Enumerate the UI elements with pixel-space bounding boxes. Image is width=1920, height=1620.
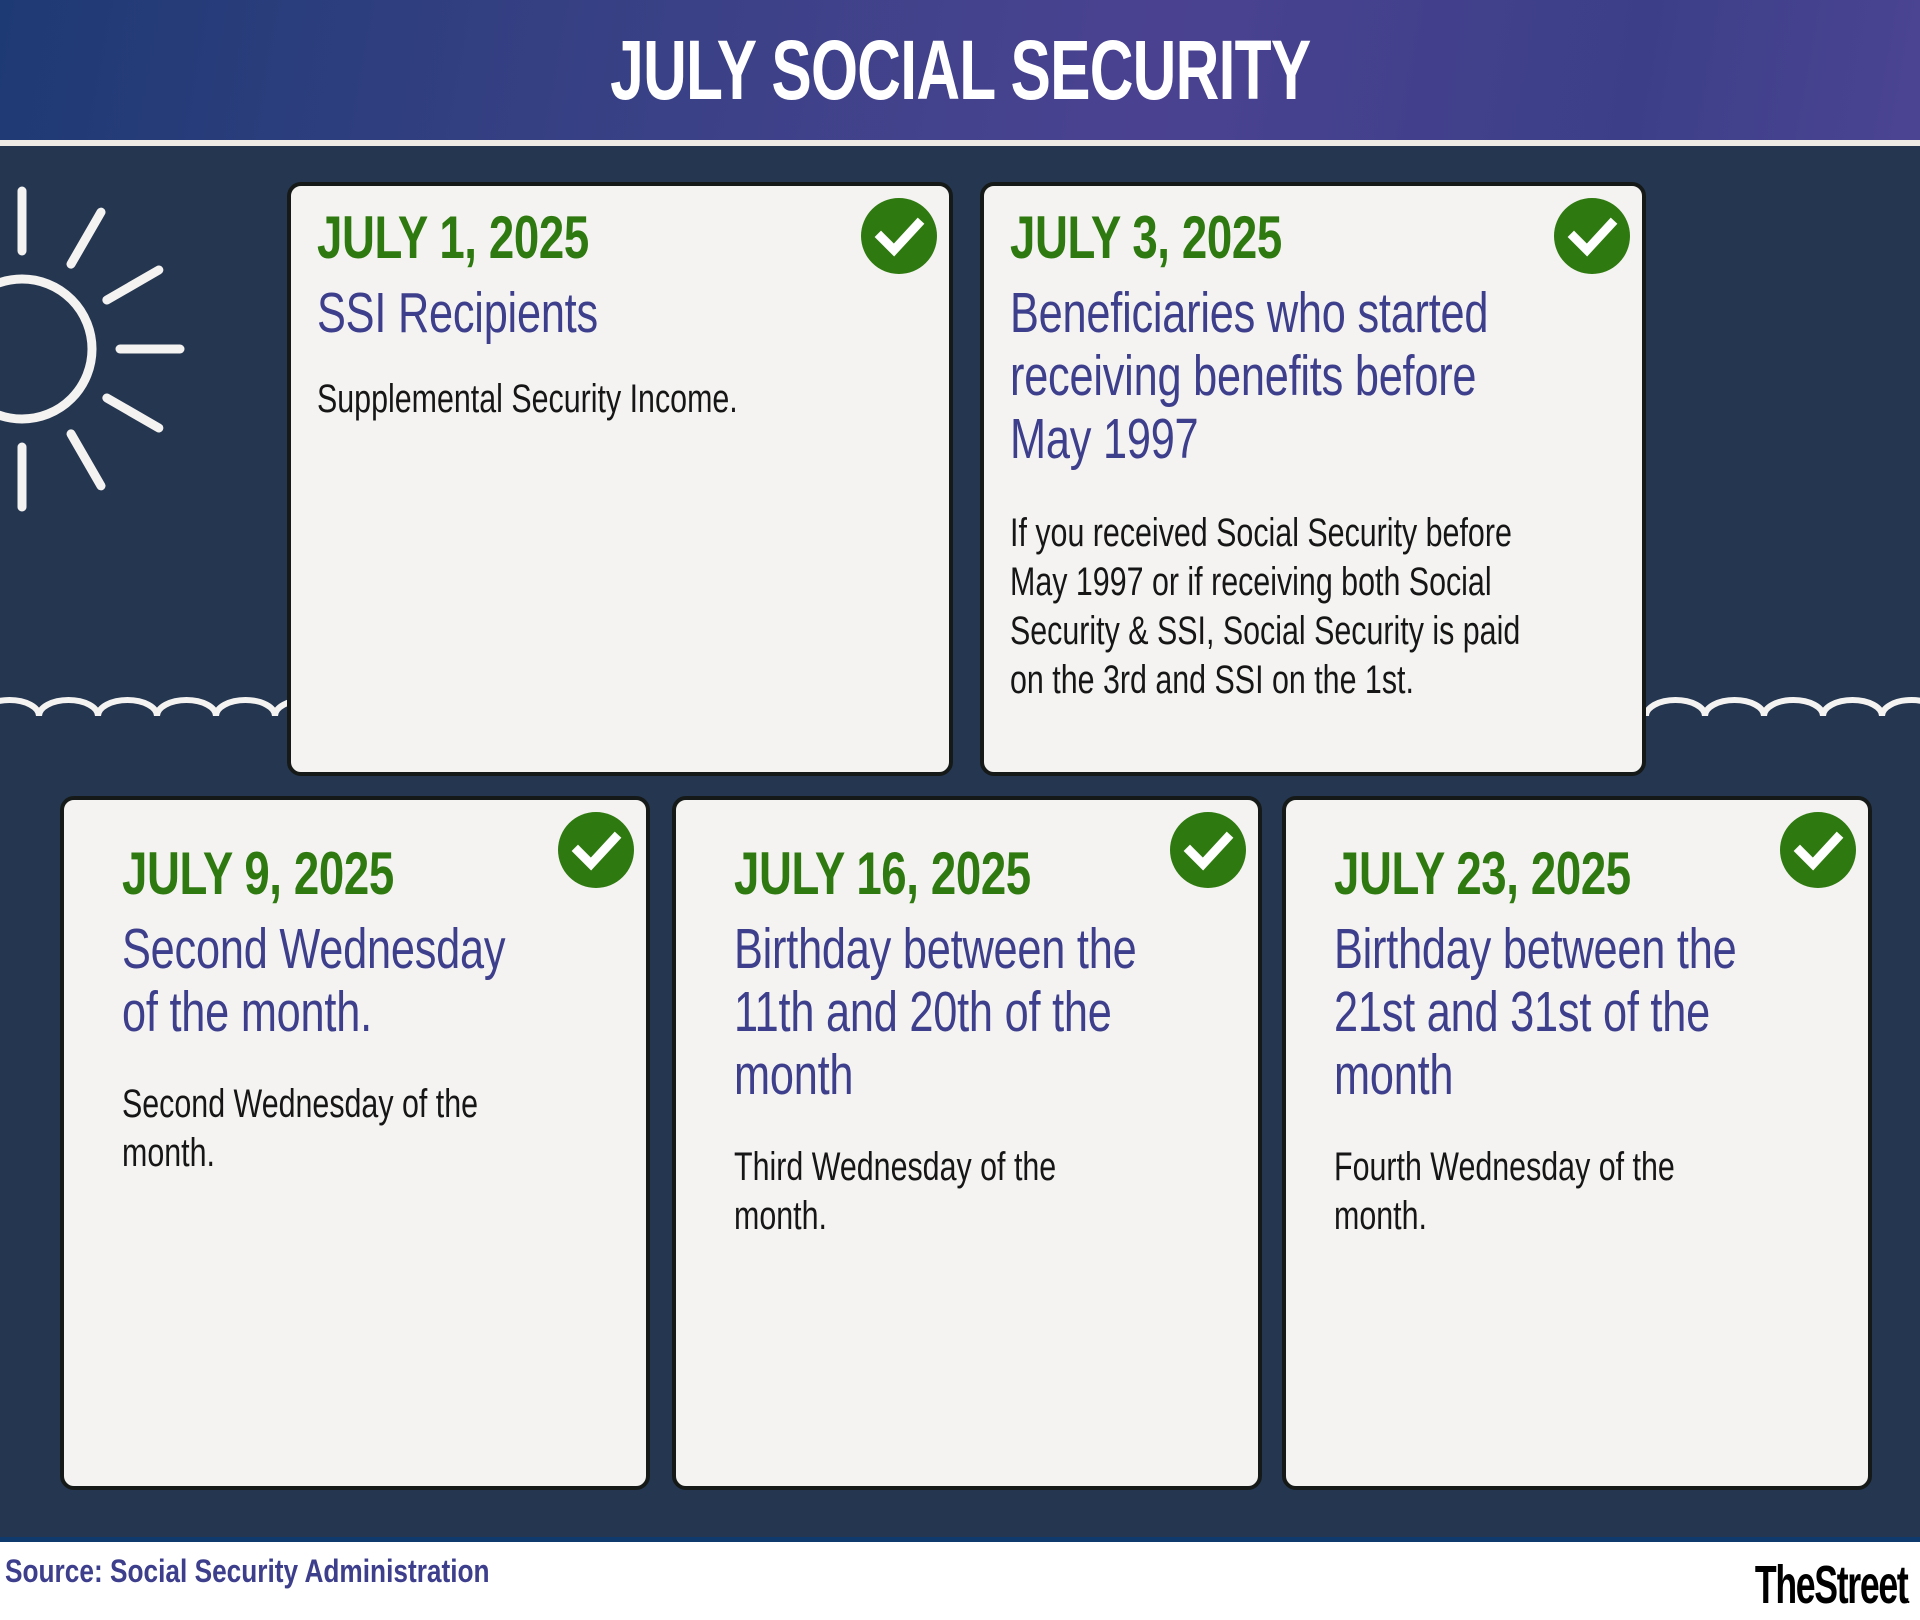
thestreet-logo: TheStreet. xyxy=(1754,1555,1910,1615)
check-circle-icon xyxy=(1170,812,1246,888)
sun-ray xyxy=(102,393,164,433)
card-title: Second Wednesday of the month. xyxy=(122,917,506,1044)
divider xyxy=(0,140,1920,146)
card-date: JULY 23, 2025 xyxy=(1334,840,1631,907)
sun-ray xyxy=(102,265,164,305)
card-date: JULY 16, 2025 xyxy=(734,840,1031,907)
card-title: SSI Recipients xyxy=(317,281,598,345)
sun-ray xyxy=(66,207,106,269)
card-body: If you received Social Security before M… xyxy=(1010,511,1521,702)
card-date: JULY 9, 2025 xyxy=(122,840,394,907)
card-body: Second Wednesday of the month. xyxy=(122,1082,479,1175)
footer-divider xyxy=(0,1537,1920,1542)
decorations xyxy=(0,186,1920,717)
card-date: JULY 1, 2025 xyxy=(317,204,589,271)
payment-card-july-16: JULY 16, 2025 Birthday between the 11th … xyxy=(672,796,1262,1490)
card-title: Birthday between the 21st and 31st of th… xyxy=(1334,917,1737,1107)
page-title: JULY SOCIAL SECURITY xyxy=(609,22,1311,117)
payment-card-july-23: JULY 23, 2025 Birthday between the 21st … xyxy=(1282,796,1872,1490)
header-banner xyxy=(0,0,1920,140)
card-body: Third Wednesday of the month. xyxy=(734,1145,1057,1238)
sun-ray xyxy=(66,429,106,491)
card-title: Beneficiaries who started receiving bene… xyxy=(1010,281,1489,471)
payment-card-july-3: JULY 3, 2025 Beneficiaries who started r… xyxy=(980,182,1646,776)
check-circle-icon xyxy=(1554,198,1630,274)
card-date: JULY 3, 2025 xyxy=(1010,204,1282,271)
card-body: Fourth Wednesday of the month. xyxy=(1334,1145,1675,1238)
card-title: Birthday between the 11th and 20th of th… xyxy=(734,917,1137,1107)
wave-line-right xyxy=(1643,697,1920,717)
source-note: Source: Social Security Administration xyxy=(5,1553,490,1589)
wave-line-left xyxy=(0,697,337,717)
sun-icon xyxy=(0,186,185,512)
check-circle-icon xyxy=(861,198,937,274)
payment-card-july-1: JULY 1, 2025 SSI Recipients Supplemental… xyxy=(287,182,953,776)
check-circle-icon xyxy=(558,812,634,888)
check-circle-icon xyxy=(1780,812,1856,888)
payment-card-july-9: JULY 9, 2025 Second Wednesday of the mon… xyxy=(60,796,650,1490)
card-body: Supplemental Security Income. xyxy=(317,377,738,421)
